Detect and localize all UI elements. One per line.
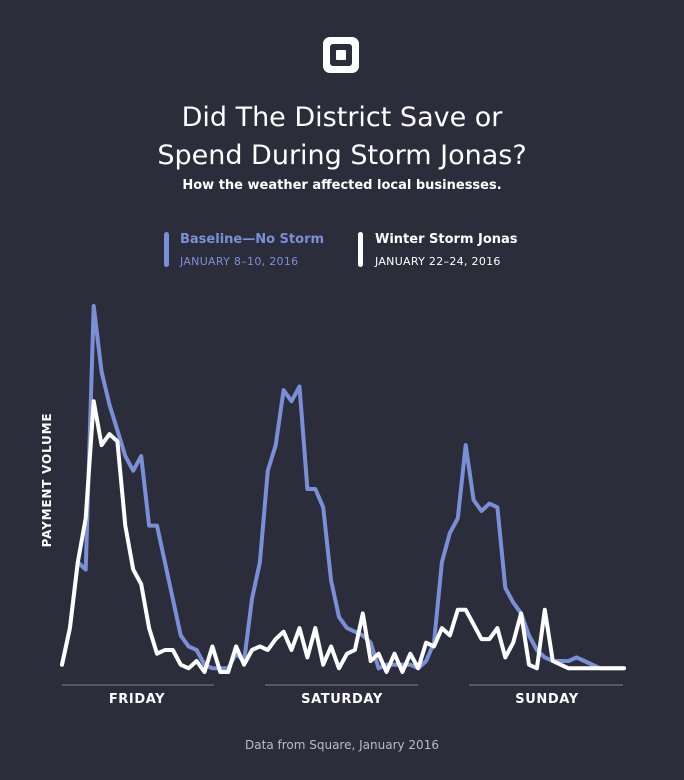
source-note: Data from Square, January 2016 — [245, 738, 439, 752]
legend-dates-baseline: JANUARY 8–10, 2016 — [180, 255, 299, 268]
legend-swatch-baseline — [164, 232, 169, 267]
baseline-series-line — [60, 304, 626, 671]
chart-title-line-2: Spend During Storm Jonas? — [157, 140, 527, 171]
storm-series-line — [60, 399, 626, 674]
day-label-sunday: SUNDAY — [515, 692, 579, 707]
square-logo-icon — [323, 37, 359, 73]
legend-name-baseline: Baseline—No Storm — [180, 232, 325, 247]
chart-title-line-1: Did The District Save or — [181, 102, 503, 133]
legend-dates-storm: JANUARY 22–24, 2016 — [375, 255, 501, 268]
chart-subtitle: How the weather affected local businesse… — [182, 178, 502, 193]
legend-swatch-storm — [358, 232, 363, 267]
legend-name-storm: Winter Storm Jonas — [375, 232, 518, 247]
day-label-friday: FRIDAY — [108, 692, 166, 707]
series-lines — [60, 304, 626, 674]
day-label-saturday: SATURDAY — [301, 692, 383, 707]
